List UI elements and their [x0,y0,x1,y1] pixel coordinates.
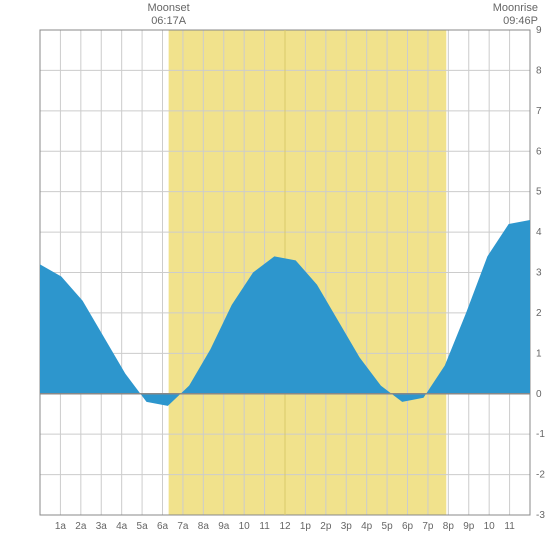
x-tick-label: 3a [96,521,108,532]
y-tick-label: 6 [536,146,542,157]
moonrise-label: Moonrise 09:46P [478,2,538,28]
x-tick-label: 11 [504,521,515,532]
x-tick-label: 7a [177,521,189,532]
x-tick-label: 7p [422,521,434,532]
y-tick-label: 3 [536,268,542,279]
moonset-title: Moonset [139,2,199,15]
tide-chart: Moonset 06:17A Moonrise 09:46P -3-2-1012… [0,0,550,550]
x-tick-label: 5p [382,521,394,532]
y-tick-label: -3 [536,510,545,521]
x-tick-label: 9a [218,521,230,532]
y-tick-label: -1 [536,429,545,440]
x-tick-label: 1a [55,521,67,532]
y-tick-label: -2 [536,470,545,481]
moonset-time: 06:17A [139,15,199,28]
x-tick-label: 2a [75,521,87,532]
x-tick-label: 6p [402,521,414,532]
moonrise-title: Moonrise [478,2,538,15]
y-tick-label: 2 [536,308,542,319]
y-tick-label: 1 [536,348,542,359]
x-tick-label: 11 [259,521,270,532]
x-tick-label: 8p [443,521,455,532]
y-tick-label: 7 [536,106,542,117]
chart-svg: -3-2-101234567891a2a3a4a5a6a7a8a9a101112… [0,0,550,550]
x-tick-label: 10 [239,521,251,532]
y-tick-label: 5 [536,187,542,198]
moonrise-time: 09:46P [478,15,538,28]
x-tick-label: 10 [484,521,496,532]
x-tick-label: 4p [361,521,373,532]
y-tick-label: 0 [536,389,542,400]
x-tick-label: 3p [341,521,353,532]
moonset-label: Moonset 06:17A [139,2,199,28]
x-tick-label: 9p [463,521,475,532]
y-tick-label: 4 [536,227,542,238]
x-tick-label: 12 [279,521,291,532]
x-tick-label: 5a [137,521,149,532]
x-tick-label: 1p [300,521,312,532]
y-tick-label: 8 [536,65,542,76]
x-tick-label: 8a [198,521,210,532]
x-tick-label: 4a [116,521,128,532]
x-tick-label: 6a [157,521,169,532]
x-tick-label: 2p [320,521,332,532]
